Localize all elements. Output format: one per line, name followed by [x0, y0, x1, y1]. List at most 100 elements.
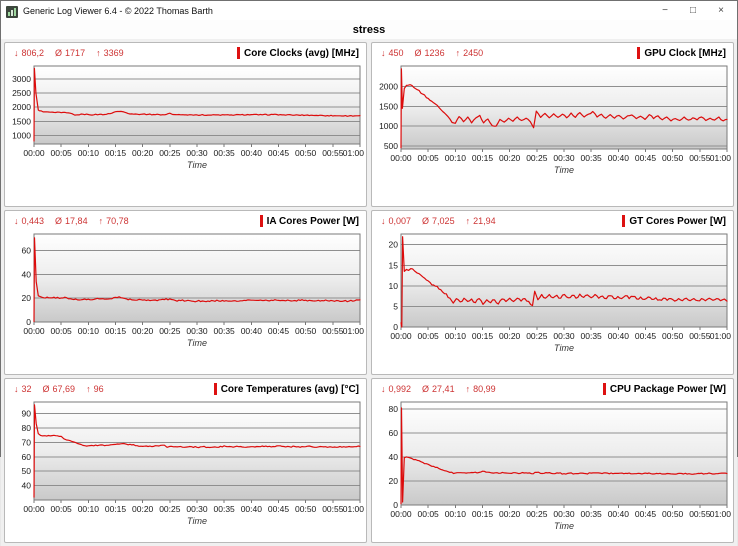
chart-title: IA Cores Power [W]	[259, 215, 359, 227]
series-color-marker	[622, 215, 626, 227]
svg-text:00:55: 00:55	[322, 504, 344, 514]
title-bar[interactable]: Generic Log Viewer 6.4 - © 2022 Thomas B…	[1, 1, 737, 20]
series-color-marker	[637, 47, 641, 59]
chart-stats: ↓ 450 Ø 1236 ↑ 2450	[381, 48, 483, 58]
svg-text:00:00: 00:00	[23, 148, 45, 158]
stat-avg-value: 1236	[424, 48, 445, 58]
svg-text:00:25: 00:25	[159, 326, 181, 336]
chart-plot-ia-cores-power[interactable]: 0 20 40 60 00:00 00:05 00:10 00:15 00:20 00:25 00:…	[5, 231, 366, 374]
svg-text:10: 10	[389, 281, 399, 291]
svg-text:00:25: 00:25	[526, 331, 548, 341]
min-arrow-icon: ↓	[381, 216, 386, 226]
min-arrow-icon: ↓	[14, 216, 19, 226]
svg-text:00:55: 00:55	[689, 509, 711, 519]
stat-min-value: 0,992	[388, 384, 412, 394]
max-arrow-icon: ↑	[86, 384, 91, 394]
svg-text:20: 20	[22, 293, 32, 303]
svg-text:1500: 1500	[12, 116, 31, 126]
svg-text:00:35: 00:35	[581, 153, 603, 163]
minimize-button[interactable]: −	[662, 5, 668, 16]
svg-text:00:55: 00:55	[689, 153, 711, 163]
chart-plot-gpu-clock[interactable]: 500 1000 1500 2000 00:00 00:05 00:10 00:15 00:20…	[372, 63, 733, 206]
chart-title: CPU Package Power [W]	[602, 383, 726, 395]
chart-panel-core-temperatures: ↓ 32 Ø 67,69 ↑ 96 Core Temperatures (avg) […	[4, 378, 367, 543]
chart-plot-cpu-package-power[interactable]: 0 20 40 60 80 00:00 00:05 00:10 00:15 00:20 00:25 0…	[372, 399, 733, 542]
maximize-button[interactable]: □	[689, 5, 697, 16]
stat-avg: Ø 17,84	[55, 216, 88, 226]
chart-title: Core Clocks (avg) [MHz]	[236, 47, 359, 59]
average-icon: Ø	[55, 48, 63, 58]
svg-text:00:05: 00:05	[51, 326, 73, 336]
svg-text:00:20: 00:20	[132, 148, 154, 158]
svg-text:80: 80	[389, 404, 399, 414]
chart-plot-core-clocks[interactable]: 1000 1500 2000 2500 3000 00:00 00:05 00:10 00:15…	[5, 63, 366, 206]
stat-avg-value: 27,41	[432, 384, 455, 394]
svg-text:00:55: 00:55	[689, 331, 711, 341]
svg-text:00:25: 00:25	[526, 509, 548, 519]
chart-stats: ↓ 0,007 Ø 7,025 ↑ 21,94	[381, 216, 496, 226]
stat-avg-value: 1717	[65, 48, 86, 58]
log-run-title: stress	[1, 20, 737, 39]
svg-text:00:00: 00:00	[23, 326, 45, 336]
svg-text:1000: 1000	[379, 121, 398, 131]
svg-text:40: 40	[22, 481, 32, 491]
svg-text:01:00: 01:00	[710, 153, 732, 163]
average-icon: Ø	[422, 216, 430, 226]
series-color-marker	[213, 383, 217, 395]
svg-text:00:15: 00:15	[472, 153, 494, 163]
stat-avg-value: 7,025	[432, 216, 455, 226]
stat-max: ↑ 21,94	[466, 216, 496, 226]
stat-min-value: 32	[21, 384, 32, 394]
average-icon: Ø	[42, 384, 50, 394]
svg-text:20: 20	[389, 240, 399, 250]
svg-text:01:00: 01:00	[343, 326, 365, 336]
app-icon	[6, 5, 18, 18]
svg-text:01:00: 01:00	[710, 331, 732, 341]
svg-text:0: 0	[393, 322, 398, 332]
stat-max: ↑ 3369	[96, 48, 124, 58]
svg-text:00:10: 00:10	[445, 509, 467, 519]
stat-min-value: 0,007	[388, 216, 412, 226]
stat-max: ↑ 70,78	[99, 216, 129, 226]
svg-text:00:55: 00:55	[322, 326, 344, 336]
svg-text:00:10: 00:10	[445, 331, 467, 341]
svg-text:00:30: 00:30	[553, 509, 575, 519]
chart-stats: ↓ 0,443 Ø 17,84 ↑ 70,78	[14, 216, 129, 226]
chart-title-text: Core Temperatures (avg) [°C]	[220, 383, 359, 395]
svg-text:2000: 2000	[379, 82, 398, 92]
svg-text:00:40: 00:40	[608, 331, 630, 341]
stat-min-value: 806,2	[21, 48, 45, 58]
svg-text:2000: 2000	[12, 102, 31, 112]
stat-avg-value: 17,84	[65, 216, 88, 226]
svg-text:00:35: 00:35	[581, 509, 603, 519]
chart-plot-core-temperatures[interactable]: 40 50 60 70 80 90 00:00 00:05 00:10 00:15 00:20 00:…	[5, 399, 366, 542]
svg-text:00:15: 00:15	[105, 148, 127, 158]
min-arrow-icon: ↓	[381, 48, 386, 58]
svg-text:00:50: 00:50	[662, 153, 684, 163]
chart-title: GT Cores Power [W]	[622, 215, 726, 227]
series-color-marker	[236, 47, 240, 59]
svg-text:00:05: 00:05	[51, 148, 73, 158]
stat-max-value: 21,94	[473, 216, 496, 226]
chart-plot-gt-cores-power[interactable]: 0 5 10 15 20 00:00 00:05 00:10 00:15 00:20 00:25 00…	[372, 231, 733, 374]
stat-max-value: 2450	[463, 48, 484, 58]
svg-text:5: 5	[393, 301, 398, 311]
svg-text:20: 20	[389, 476, 399, 486]
svg-text:1000: 1000	[12, 130, 31, 140]
chart-panel-cpu-package-power: ↓ 0,992 Ø 27,41 ↑ 80,99 CPU Package Power […	[371, 378, 734, 543]
svg-text:00:20: 00:20	[132, 326, 154, 336]
svg-text:40: 40	[22, 269, 32, 279]
svg-text:00:45: 00:45	[268, 504, 290, 514]
close-button[interactable]: ×	[718, 5, 724, 16]
svg-text:00:35: 00:35	[214, 326, 236, 336]
window-controls: − □ ×	[651, 2, 735, 19]
stat-min: ↓ 806,2	[14, 48, 44, 58]
svg-text:00:05: 00:05	[418, 331, 440, 341]
svg-text:Time: Time	[554, 521, 574, 531]
stat-avg: Ø 67,69	[43, 384, 76, 394]
chart-header: ↓ 806,2 Ø 1717 ↑ 3369 Core Clocks (avg) [MH…	[5, 43, 366, 63]
max-arrow-icon: ↑	[465, 216, 471, 226]
svg-text:01:00: 01:00	[710, 509, 732, 519]
svg-text:00:30: 00:30	[553, 331, 575, 341]
